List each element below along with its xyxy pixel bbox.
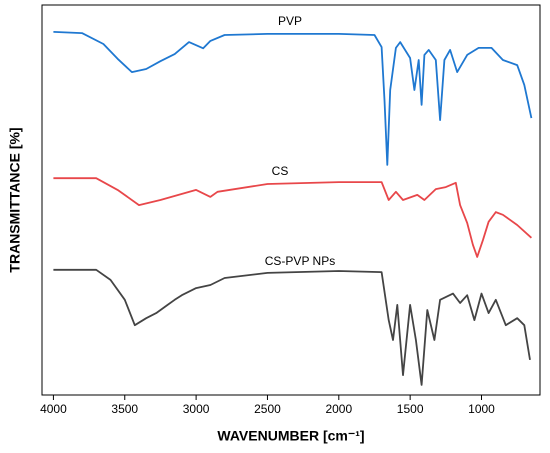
x-tick-label: 1000	[468, 402, 495, 416]
y-axis-title: TRANSMITTANCE [%]	[7, 127, 23, 272]
x-axis-title: WAVENUMBER [cm⁻¹]	[217, 428, 364, 444]
series-label: CS	[272, 164, 289, 178]
x-tick-label: 4000	[40, 402, 67, 416]
series-label: CS-PVP NPs	[265, 254, 335, 268]
x-tick-label: 2000	[325, 402, 352, 416]
series-label: PVP	[278, 14, 302, 28]
x-tick-label: 3000	[183, 402, 210, 416]
spectrum-line	[53, 31, 533, 166]
plot-frame	[41, 4, 541, 396]
x-tick-label: 2500	[254, 402, 281, 416]
spectrum-line	[53, 268, 531, 386]
x-tick-label: 3500	[111, 402, 138, 416]
x-tick-label: 1500	[397, 402, 424, 416]
spectrum-line	[53, 177, 533, 258]
